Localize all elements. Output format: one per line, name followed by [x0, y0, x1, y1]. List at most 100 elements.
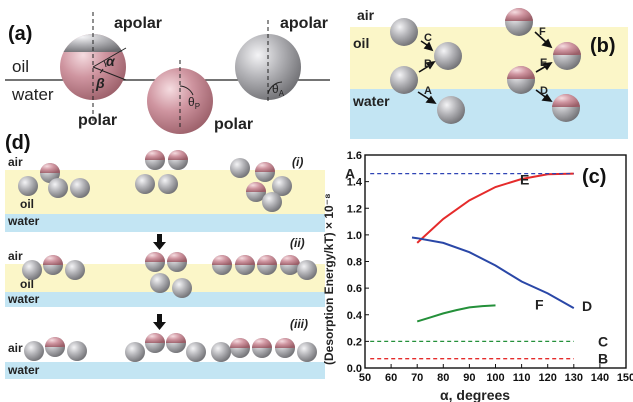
series-e-line [416, 172, 574, 244]
apolar-particle [297, 342, 317, 362]
y-tick-label: 1.6 [347, 150, 362, 162]
x-tick-label: 150 [617, 372, 633, 384]
janus-particle [252, 338, 272, 358]
x-tick-label: 70 [411, 372, 423, 384]
panel-c-chart: (c) 50 60 70 80 90 100 110 120 130 140 150 0.0 0.2 0.… [322, 150, 633, 402]
series-a-label: A [345, 166, 355, 182]
x-tick-label: 50 [359, 372, 371, 384]
janus-particle [255, 162, 275, 182]
janus-particle [167, 252, 187, 272]
polar-label-2: polar [214, 116, 253, 133]
apolar-particle [211, 342, 231, 362]
theta-a: θA [272, 82, 285, 98]
y-tick-label: 0.0 [347, 363, 362, 375]
y-tick-label: 1.2 [347, 203, 362, 215]
apolar-particle [65, 260, 85, 280]
apolar-label-2: apolar [280, 15, 328, 32]
panel-d-label: (d) [5, 132, 31, 154]
y-tick-label: 1.0 [347, 230, 362, 242]
row-iii-tag: (iii) [290, 317, 308, 331]
apolar-label-1: apolar [114, 15, 162, 32]
arrow-label-d: D [540, 85, 548, 97]
apolar-particle [22, 260, 42, 280]
theta-p-sub: P [195, 102, 200, 111]
alpha-symbol: α [106, 53, 116, 69]
oil-label-b: oil [353, 35, 369, 51]
arrow-label-c: C [424, 32, 432, 44]
janus-particle [275, 338, 295, 358]
air-label: air [357, 7, 375, 23]
janus-particle [246, 182, 266, 202]
janus-particle [168, 150, 188, 170]
down-arrow-1 [153, 234, 166, 250]
apolar-particle [24, 341, 44, 361]
down-arrow-2 [153, 314, 166, 330]
janus-particle [166, 333, 186, 353]
janus-particle [45, 337, 65, 357]
panel-d: (d) air oil water (i) air oil water (ii) [5, 132, 325, 379]
apolar-particle [235, 20, 301, 104]
row-iii-air: air [8, 341, 23, 355]
water-layer [350, 89, 628, 139]
row-i-water: water [7, 214, 40, 228]
row-i-tag: (i) [292, 155, 303, 169]
polar-label-1: polar [78, 112, 117, 129]
series-d-label: D [582, 298, 592, 314]
y-axis-label: (Desorption Energy/kT) × 10⁻⁸ [322, 193, 336, 365]
y-tick-label: 1.4 [347, 177, 363, 189]
arrow-label-a: A [424, 85, 432, 97]
janus-particle [145, 252, 165, 272]
panel-a: (a) oil water α β apolar polar θP pol [5, 12, 330, 134]
x-tick-label: 130 [565, 372, 583, 384]
y-tick-label: 0.4 [347, 310, 363, 322]
row-ii-air: air [8, 249, 23, 263]
row-i-air: air [8, 155, 23, 169]
polar-particle [147, 60, 213, 134]
arrow-label-b: B [424, 58, 432, 70]
panel-d-row-i: air oil water (i) [5, 150, 325, 232]
x-tick-label: 60 [385, 372, 397, 384]
series-f-label: F [535, 296, 544, 312]
oil-label: oil [12, 57, 29, 76]
apolar-particle [186, 342, 206, 362]
beta-symbol: β [95, 75, 105, 91]
apolar-particle [150, 273, 170, 293]
row-iii-water: water [7, 363, 40, 377]
y-tick-label: 0.6 [347, 283, 362, 295]
apolar-particle [125, 342, 145, 362]
apolar-particle [18, 176, 38, 196]
janus-particle-a [60, 12, 127, 125]
series-e-label: E [520, 171, 529, 187]
apolar-particle [262, 192, 282, 212]
x-tick-label: 80 [437, 372, 449, 384]
janus-particle [280, 255, 300, 275]
apolar-particle [67, 341, 87, 361]
apolar-particle [48, 178, 68, 198]
panel-c-label: (c) [582, 166, 606, 188]
janus-particle [40, 163, 60, 183]
arrow-label-f: F [539, 26, 546, 38]
series-b-label: B [598, 351, 608, 367]
y-tick-label: 0.2 [347, 336, 362, 348]
x-tick-label: 140 [591, 372, 609, 384]
water-label: water [11, 85, 54, 104]
theta-a-symbol: θ [272, 82, 279, 96]
janus-particle [145, 150, 165, 170]
theta-a-sub: A [279, 89, 285, 98]
apolar-particle [297, 260, 317, 280]
row-ii-tag: (ii) [290, 236, 305, 250]
series-c-label: C [598, 333, 608, 349]
x-tick-label: 90 [463, 372, 475, 384]
x-tick-label: 120 [539, 372, 557, 384]
x-tick-label: 100 [486, 372, 504, 384]
water-label-b: water [352, 93, 390, 109]
row-ii-water: water [7, 292, 40, 306]
apolar-particle [172, 278, 192, 298]
apolar-particle [135, 174, 155, 194]
apolar-particle [272, 176, 292, 196]
janus-particle [230, 338, 250, 358]
theta-p-symbol: θ [188, 95, 195, 109]
janus-particle [212, 255, 232, 275]
janus-particle [235, 255, 255, 275]
